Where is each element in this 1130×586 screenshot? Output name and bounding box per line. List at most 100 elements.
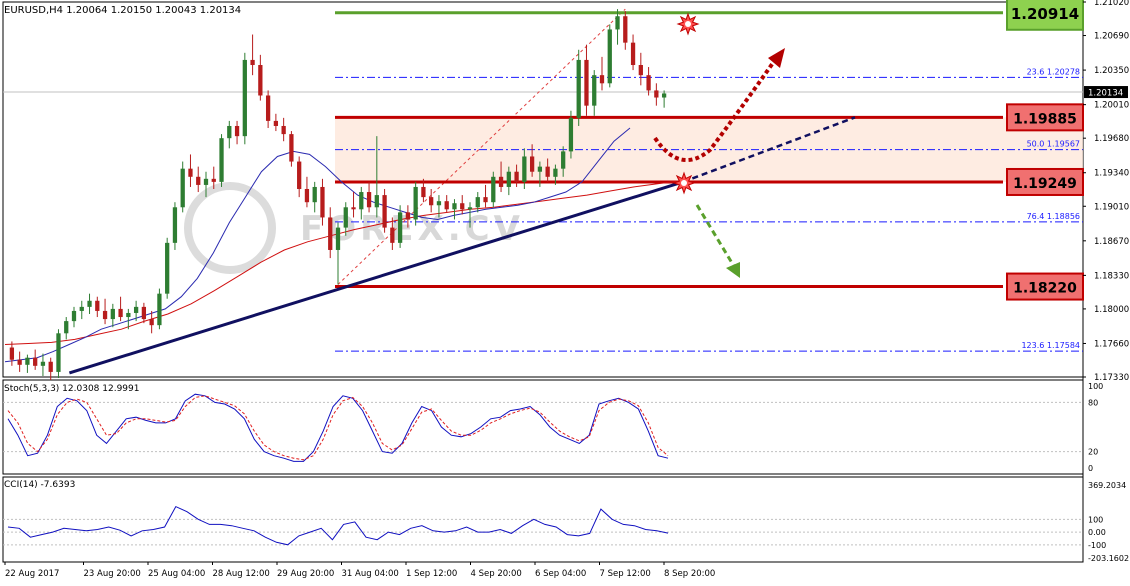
- candle-body: [48, 361, 53, 372]
- candle-body: [405, 212, 411, 220]
- time-label: 29 Aug 20:00: [277, 569, 334, 579]
- candle-body: [312, 186, 317, 203]
- watermark-logo: [184, 182, 276, 274]
- candle-body: [467, 207, 473, 210]
- candle-body: [118, 308, 123, 318]
- candle-body: [623, 16, 628, 43]
- candle-body: [25, 357, 30, 365]
- candle-body: [79, 306, 84, 311]
- candle-body: [126, 312, 131, 318]
- candle-body: [297, 161, 302, 189]
- time-label: 6 Sep 04:00: [535, 569, 586, 579]
- bullish-scenario-arrow: [653, 58, 777, 162]
- candle-body: [436, 201, 442, 206]
- cci-tick-label: 0.00: [1088, 528, 1106, 537]
- price-tick-label: 1.19340: [1094, 169, 1129, 179]
- moving-average-red: [4, 180, 681, 345]
- time-label: 31 Aug 04:00: [342, 569, 399, 579]
- cci-tick-label: 100: [1088, 515, 1103, 524]
- stochastic-pane[interactable]: 100 80 20 0: [3, 382, 1103, 473]
- candle-body: [460, 203, 465, 210]
- key-level-label: 1.19249: [1013, 176, 1077, 192]
- fib-label: 23.6 1.20278: [1027, 67, 1080, 76]
- candle-body: [483, 197, 488, 203]
- candle-body: [289, 134, 294, 162]
- fib-baseline: [337, 8, 626, 285]
- candle-body: [374, 195, 379, 208]
- candle-body: [33, 357, 38, 366]
- candle-body: [359, 192, 364, 210]
- symbol-header: EURUSD,H4 1.20064 1.20150 1.20043 1.2013…: [4, 5, 241, 16]
- candle-body: [87, 300, 92, 307]
- key-level-box: [1006, 272, 1084, 301]
- cci-tick-label: -100: [1088, 541, 1106, 550]
- candle-body: [258, 65, 263, 96]
- candle-body: [444, 201, 449, 210]
- time-label: 1 Sep 12:00: [406, 569, 457, 579]
- time-axis: 22 Aug 2017 23 Aug 20:00 25 Aug 04:00 28 Au…: [4, 562, 715, 579]
- price-tick-label: 1.18000: [1094, 305, 1129, 315]
- breakout-marker-top-center: [685, 21, 691, 27]
- candle-body: [180, 168, 185, 208]
- candle-body: [343, 207, 348, 228]
- candle-body: [561, 151, 566, 169]
- candle-body: [157, 293, 162, 326]
- trendline: [68, 180, 684, 375]
- candle-body: [234, 125, 240, 137]
- candle-body: [514, 171, 519, 182]
- key-level-box: [1006, 0, 1084, 31]
- fib-label: 123.6 1.17584: [1021, 341, 1080, 350]
- price-tick-label: 1.20350: [1094, 66, 1129, 76]
- candle-body: [491, 176, 496, 203]
- price-tick-label: 1.18670: [1094, 237, 1129, 247]
- candle-body: [95, 300, 100, 311]
- candle-body: [537, 166, 543, 172]
- candle-body: [390, 227, 395, 243]
- candle-body: [646, 75, 651, 91]
- stochastic-tick-label: 80: [1088, 398, 1098, 407]
- bearish-scenario-arrow: [695, 204, 737, 269]
- candle-body: [529, 156, 535, 172]
- candle-body: [654, 90, 659, 98]
- cci-tick-label: 369.2034: [1088, 481, 1126, 490]
- trendline-projection: [682, 116, 856, 184]
- candle-body: [630, 42, 636, 66]
- stochastic-signal-line: [7, 395, 669, 461]
- candle-body: [281, 125, 286, 135]
- price-tick-label: 1.20690: [1094, 32, 1129, 42]
- stochastic-header: Stoch(5,3,3) 12.0308 12.9991: [4, 384, 139, 394]
- key-level-label: 1.20914: [1011, 5, 1079, 23]
- candle-body: [71, 310, 77, 322]
- candle-body: [172, 207, 178, 243]
- candle-body: [9, 347, 15, 360]
- candle-body: [56, 333, 61, 372]
- moving-average-blue: [4, 127, 631, 363]
- candle-body: [592, 75, 597, 106]
- time-label: 28 Aug 12:00: [213, 569, 270, 579]
- candle-body: [568, 117, 574, 152]
- candle-body: [421, 186, 426, 198]
- candle-body: [429, 197, 434, 206]
- candle-body: [351, 207, 356, 210]
- candle-body: [273, 120, 279, 126]
- stochastic-tick-label: 100: [1088, 382, 1103, 391]
- candle-body: [397, 212, 403, 243]
- cci-tick-label: -203.1602: [1088, 554, 1129, 563]
- candle-body: [498, 176, 504, 187]
- candle-body: [506, 171, 511, 187]
- candle-body: [584, 59, 589, 106]
- key-level-label: 1.18220: [1013, 281, 1077, 297]
- price-tick-label: 1.17330: [1094, 373, 1129, 383]
- candle-body: [545, 166, 550, 177]
- candle-body: [149, 319, 154, 326]
- candle-body: [320, 186, 325, 218]
- cci-pane[interactable]: 369.2034 100 0.00 -100 -203.1602: [3, 481, 1129, 563]
- candle-body: [265, 95, 271, 121]
- stochastic-tick-label: 0: [1088, 464, 1093, 473]
- candle-body: [133, 306, 139, 313]
- candle-body: [328, 217, 333, 250]
